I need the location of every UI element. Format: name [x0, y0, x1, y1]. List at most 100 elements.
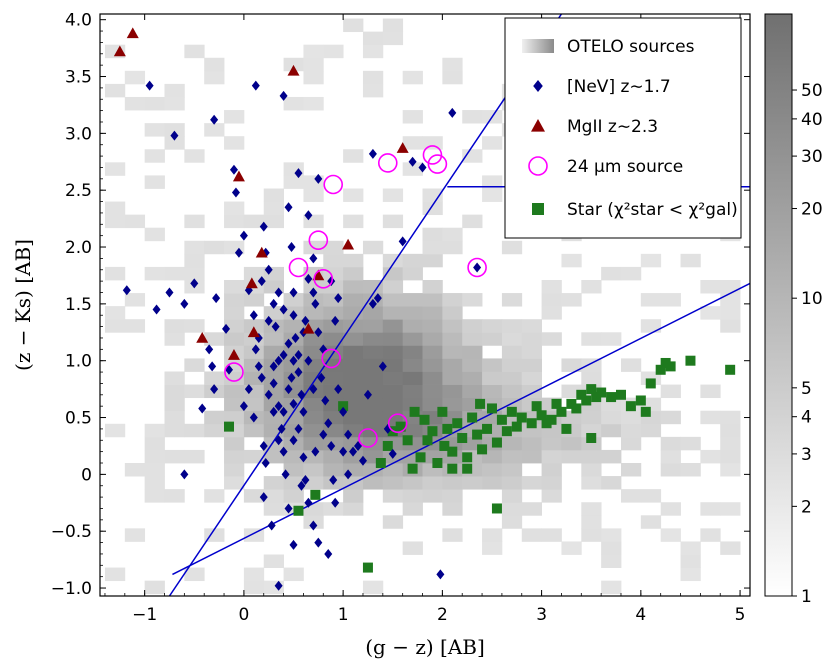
nev-point — [284, 338, 293, 349]
density-cell — [243, 266, 265, 281]
density-cell — [343, 449, 364, 464]
density-cell — [462, 371, 483, 385]
density-cell — [303, 306, 324, 320]
density-cell — [343, 489, 364, 503]
nev-point — [339, 406, 348, 417]
mips-source-ring — [224, 362, 244, 382]
density-cell — [362, 31, 384, 46]
density-cell — [144, 476, 165, 490]
nev-point — [368, 298, 377, 309]
density-cell — [144, 423, 165, 438]
density-cell — [501, 515, 523, 529]
density-cell — [224, 449, 245, 464]
density-cell — [243, 319, 265, 333]
nev-point — [284, 384, 293, 395]
density-cell — [501, 371, 523, 385]
nev-point — [289, 355, 298, 366]
nev-point — [324, 418, 333, 429]
star-point — [491, 437, 502, 448]
density-cell — [700, 279, 721, 294]
density-cell — [422, 293, 443, 307]
star-point — [472, 429, 483, 440]
density-cell — [382, 332, 404, 346]
density-cell — [422, 476, 443, 490]
density-cell — [521, 332, 543, 346]
legend-mips-marker — [528, 156, 548, 176]
density-cell — [462, 358, 483, 372]
density-cell — [482, 136, 503, 150]
nev-point — [309, 287, 318, 298]
density-cell — [402, 70, 423, 85]
mips-source-ring — [427, 154, 448, 174]
mips-source-ring — [321, 348, 342, 369]
density-cell — [482, 371, 503, 385]
y-tick-label: 3.0 — [65, 124, 92, 144]
nev-point — [287, 372, 296, 383]
star-point — [382, 440, 393, 451]
density-cell — [362, 306, 384, 320]
density-cell — [224, 214, 245, 229]
density-cell — [581, 515, 602, 529]
density-cell — [462, 319, 483, 333]
density-cell — [422, 136, 443, 150]
density-cell — [362, 279, 384, 294]
density-cell — [144, 580, 165, 595]
density-cell — [104, 567, 126, 582]
density-cell — [660, 384, 681, 399]
density-cell — [382, 188, 404, 202]
density-cell — [422, 201, 443, 216]
density-cell — [501, 345, 523, 359]
density-cell — [303, 436, 324, 451]
density-cell — [501, 463, 523, 477]
density-cell — [402, 306, 423, 320]
density-cell — [104, 214, 126, 229]
star-point — [685, 355, 696, 366]
colorbar-tick-label: 5 — [801, 379, 812, 399]
plot-frame — [99, 13, 751, 597]
density-cell — [680, 463, 701, 477]
density-cell — [482, 449, 503, 464]
density-cell — [521, 384, 543, 399]
nev-point — [279, 446, 288, 457]
density-cell — [720, 319, 741, 333]
nev-point — [222, 323, 231, 334]
density-cell — [700, 449, 721, 464]
star-point — [501, 426, 512, 437]
nev-point — [314, 327, 323, 338]
star-point — [536, 410, 547, 421]
nev-point — [287, 242, 296, 253]
nev-point — [289, 398, 298, 409]
density-cell — [263, 371, 284, 385]
nev-point — [274, 355, 283, 366]
nev-point — [244, 384, 253, 395]
density-cell — [343, 319, 364, 333]
density-cell — [362, 580, 384, 595]
density-cell — [680, 554, 701, 568]
density-cell — [224, 110, 245, 124]
density-cell — [720, 410, 741, 425]
star-point — [541, 418, 552, 429]
density-cell — [224, 201, 245, 216]
density-cell — [323, 436, 344, 451]
density-cell — [303, 57, 324, 72]
density-cell — [382, 476, 404, 490]
density-cell — [164, 397, 185, 412]
density-cell — [144, 227, 165, 242]
star-point — [725, 364, 736, 375]
density-cell — [601, 449, 622, 464]
density-cell — [343, 149, 364, 163]
nev-point — [205, 344, 214, 355]
density-cell — [422, 345, 443, 359]
density-cell — [581, 502, 602, 516]
density-cell — [561, 253, 582, 268]
density-cell — [442, 502, 463, 516]
star-point — [419, 414, 430, 425]
star-point — [496, 414, 507, 425]
star-point — [375, 458, 386, 469]
nev-point — [373, 293, 382, 304]
density-cell — [164, 96, 185, 111]
mgii-point — [247, 326, 260, 338]
star-point — [526, 418, 537, 429]
colorbar-tick-label: 4 — [801, 408, 812, 428]
density-cell — [601, 476, 622, 490]
